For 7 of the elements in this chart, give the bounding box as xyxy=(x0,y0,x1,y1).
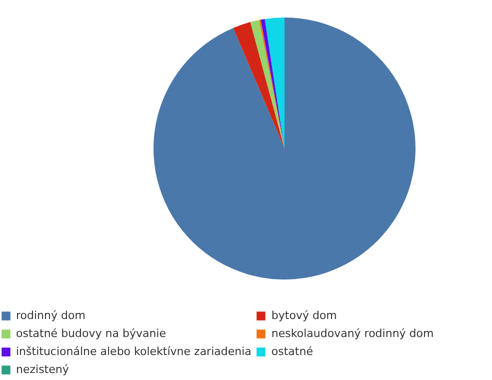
legend-label: bytový dom xyxy=(271,308,337,322)
legend-label: rodinný dom xyxy=(16,308,86,322)
legend-label: nezistený xyxy=(16,362,69,376)
legend-label: ostatné xyxy=(271,344,313,358)
legend-label: inštitucionálne alebo kolektívne zariadenia xyxy=(16,344,252,358)
legend-label: neskolaudovaný rodinný dom xyxy=(271,326,434,340)
legend-label: ostatné budovy na bývanie xyxy=(16,326,166,340)
